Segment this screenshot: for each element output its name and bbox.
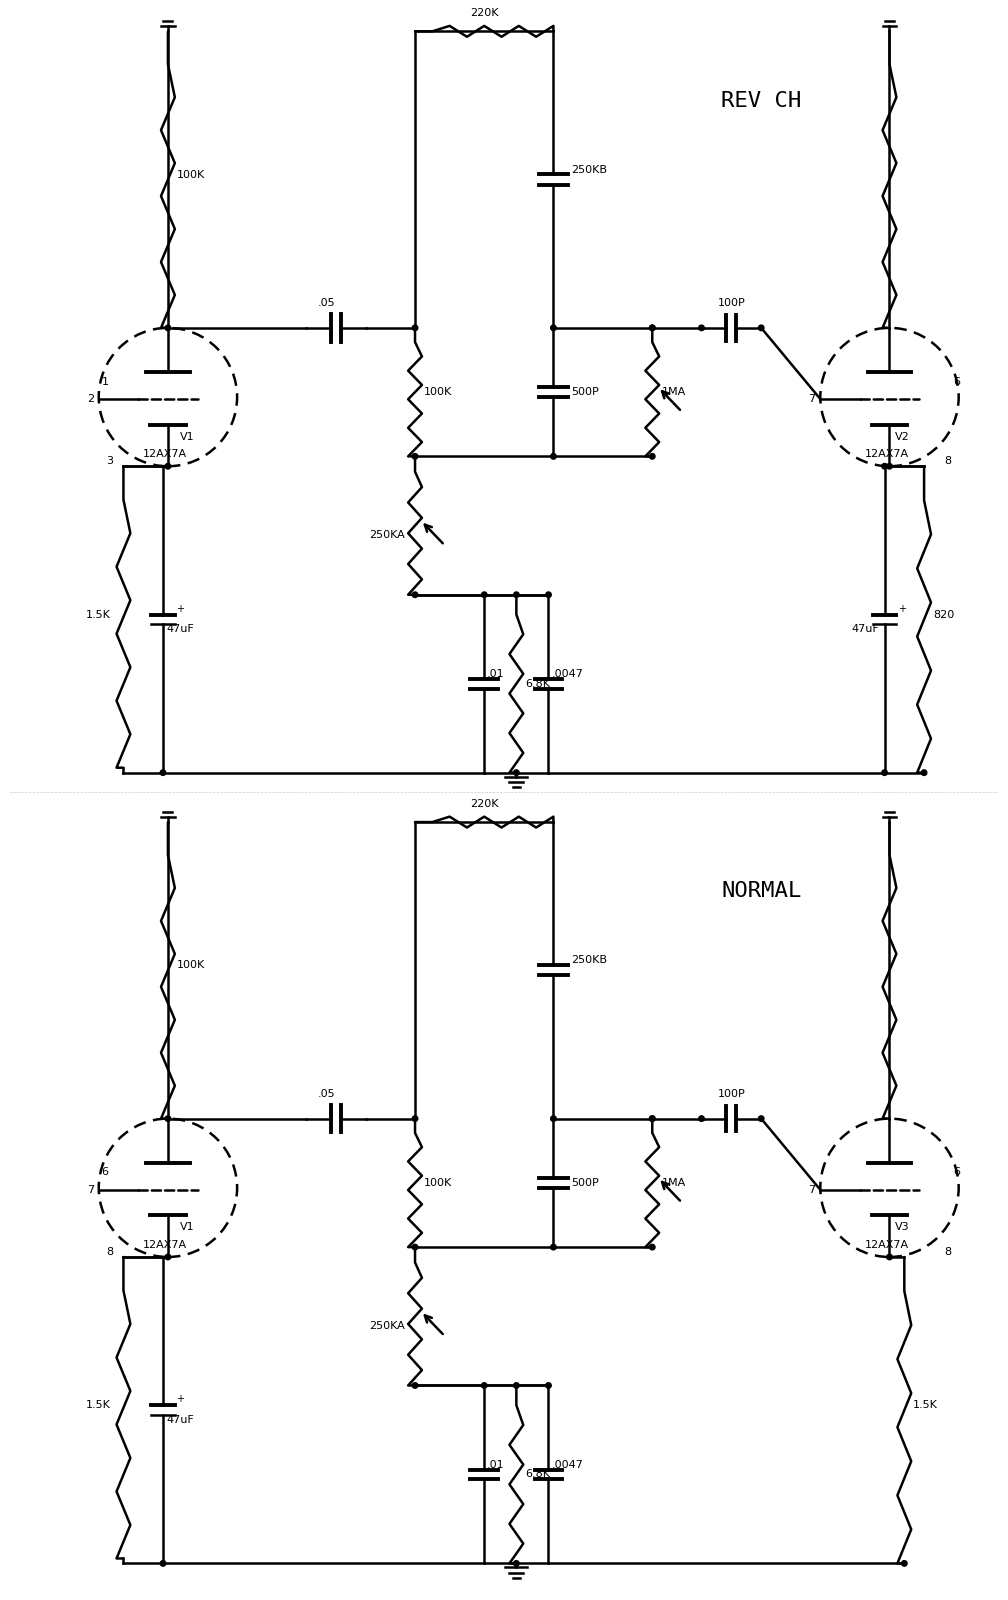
- Circle shape: [412, 592, 417, 597]
- Text: .01: .01: [487, 669, 505, 678]
- Circle shape: [699, 325, 705, 331]
- Circle shape: [649, 325, 655, 331]
- Text: 3: 3: [107, 456, 114, 466]
- Circle shape: [649, 1115, 655, 1122]
- Circle shape: [699, 1115, 705, 1122]
- Text: 1MA: 1MA: [662, 1178, 686, 1187]
- Circle shape: [649, 325, 655, 331]
- Text: 47uF: 47uF: [166, 1414, 194, 1426]
- Text: 500P: 500P: [572, 1178, 599, 1187]
- Text: 500P: 500P: [572, 387, 599, 397]
- Text: 6: 6: [102, 1168, 109, 1178]
- Circle shape: [482, 1382, 487, 1389]
- Text: 1.5K: 1.5K: [86, 1400, 111, 1410]
- Text: 6: 6: [954, 1168, 961, 1178]
- Text: 220K: 220K: [470, 8, 499, 19]
- Circle shape: [412, 453, 417, 459]
- Text: 8: 8: [943, 1246, 951, 1258]
- Text: V3: V3: [894, 1222, 909, 1232]
- Circle shape: [649, 453, 655, 459]
- Text: .05: .05: [318, 298, 335, 309]
- Circle shape: [514, 592, 519, 597]
- Text: 250KB: 250KB: [572, 955, 607, 965]
- Text: 12AX7A: 12AX7A: [865, 450, 909, 459]
- Text: 8: 8: [107, 1246, 114, 1258]
- Text: 100K: 100K: [424, 1178, 453, 1187]
- Text: 7: 7: [87, 1184, 94, 1195]
- Circle shape: [165, 1254, 170, 1259]
- Circle shape: [412, 1245, 417, 1250]
- Text: .0047: .0047: [551, 669, 584, 678]
- Text: 1.5K: 1.5K: [913, 1400, 938, 1410]
- Circle shape: [887, 1254, 892, 1259]
- Circle shape: [550, 325, 556, 331]
- Circle shape: [550, 453, 556, 459]
- Circle shape: [160, 1560, 165, 1566]
- Text: V2: V2: [894, 432, 909, 442]
- Circle shape: [160, 770, 165, 776]
- Text: 6.8K: 6.8K: [525, 1469, 550, 1480]
- Text: 250KB: 250KB: [572, 165, 607, 174]
- Text: 250KA: 250KA: [369, 531, 405, 541]
- Text: 250KA: 250KA: [369, 1322, 405, 1331]
- Text: .01: .01: [487, 1459, 505, 1469]
- Text: 220K: 220K: [470, 800, 499, 810]
- Text: V1: V1: [179, 432, 195, 442]
- Circle shape: [649, 1115, 655, 1122]
- Circle shape: [412, 325, 417, 331]
- Text: .05: .05: [318, 1090, 335, 1099]
- Text: .0047: .0047: [551, 1459, 584, 1469]
- Circle shape: [550, 1115, 556, 1122]
- Text: +: +: [176, 1394, 184, 1405]
- Circle shape: [412, 1115, 417, 1122]
- Circle shape: [901, 1560, 907, 1566]
- Text: 1MA: 1MA: [662, 387, 686, 397]
- Circle shape: [165, 1115, 170, 1122]
- Text: +: +: [898, 603, 906, 613]
- Text: 820: 820: [933, 610, 955, 619]
- Text: 1: 1: [102, 376, 109, 387]
- Text: 100K: 100K: [176, 960, 205, 970]
- Circle shape: [545, 1382, 551, 1389]
- Circle shape: [758, 325, 764, 331]
- Text: +: +: [176, 603, 184, 613]
- Circle shape: [514, 1560, 519, 1566]
- Text: 7: 7: [808, 1184, 815, 1195]
- Circle shape: [482, 592, 487, 597]
- Text: 100P: 100P: [718, 298, 745, 309]
- Text: 12AX7A: 12AX7A: [143, 450, 187, 459]
- Text: 100P: 100P: [718, 1090, 745, 1099]
- Circle shape: [165, 464, 170, 469]
- Text: 47uF: 47uF: [852, 624, 880, 634]
- Text: NORMAL: NORMAL: [722, 882, 801, 901]
- Text: 12AX7A: 12AX7A: [865, 1240, 909, 1250]
- Text: 6: 6: [954, 376, 961, 387]
- Circle shape: [649, 1245, 655, 1250]
- Circle shape: [514, 770, 519, 776]
- Circle shape: [545, 592, 551, 597]
- Text: 100K: 100K: [424, 387, 453, 397]
- Text: 100K: 100K: [176, 170, 205, 179]
- Text: 12AX7A: 12AX7A: [143, 1240, 187, 1250]
- Circle shape: [514, 1382, 519, 1389]
- Text: REV CH: REV CH: [722, 91, 801, 110]
- Text: 47uF: 47uF: [166, 624, 194, 634]
- Circle shape: [550, 1245, 556, 1250]
- Circle shape: [882, 770, 887, 776]
- Text: 1.5K: 1.5K: [86, 610, 111, 619]
- Text: 7: 7: [808, 394, 815, 405]
- Circle shape: [412, 1382, 417, 1389]
- Text: V1: V1: [179, 1222, 195, 1232]
- Text: 6.8K: 6.8K: [525, 678, 550, 688]
- Circle shape: [165, 325, 170, 331]
- Text: 2: 2: [87, 394, 94, 405]
- Circle shape: [921, 770, 926, 776]
- Text: 8: 8: [943, 456, 951, 466]
- Circle shape: [882, 464, 887, 469]
- Circle shape: [758, 1115, 764, 1122]
- Circle shape: [887, 464, 892, 469]
